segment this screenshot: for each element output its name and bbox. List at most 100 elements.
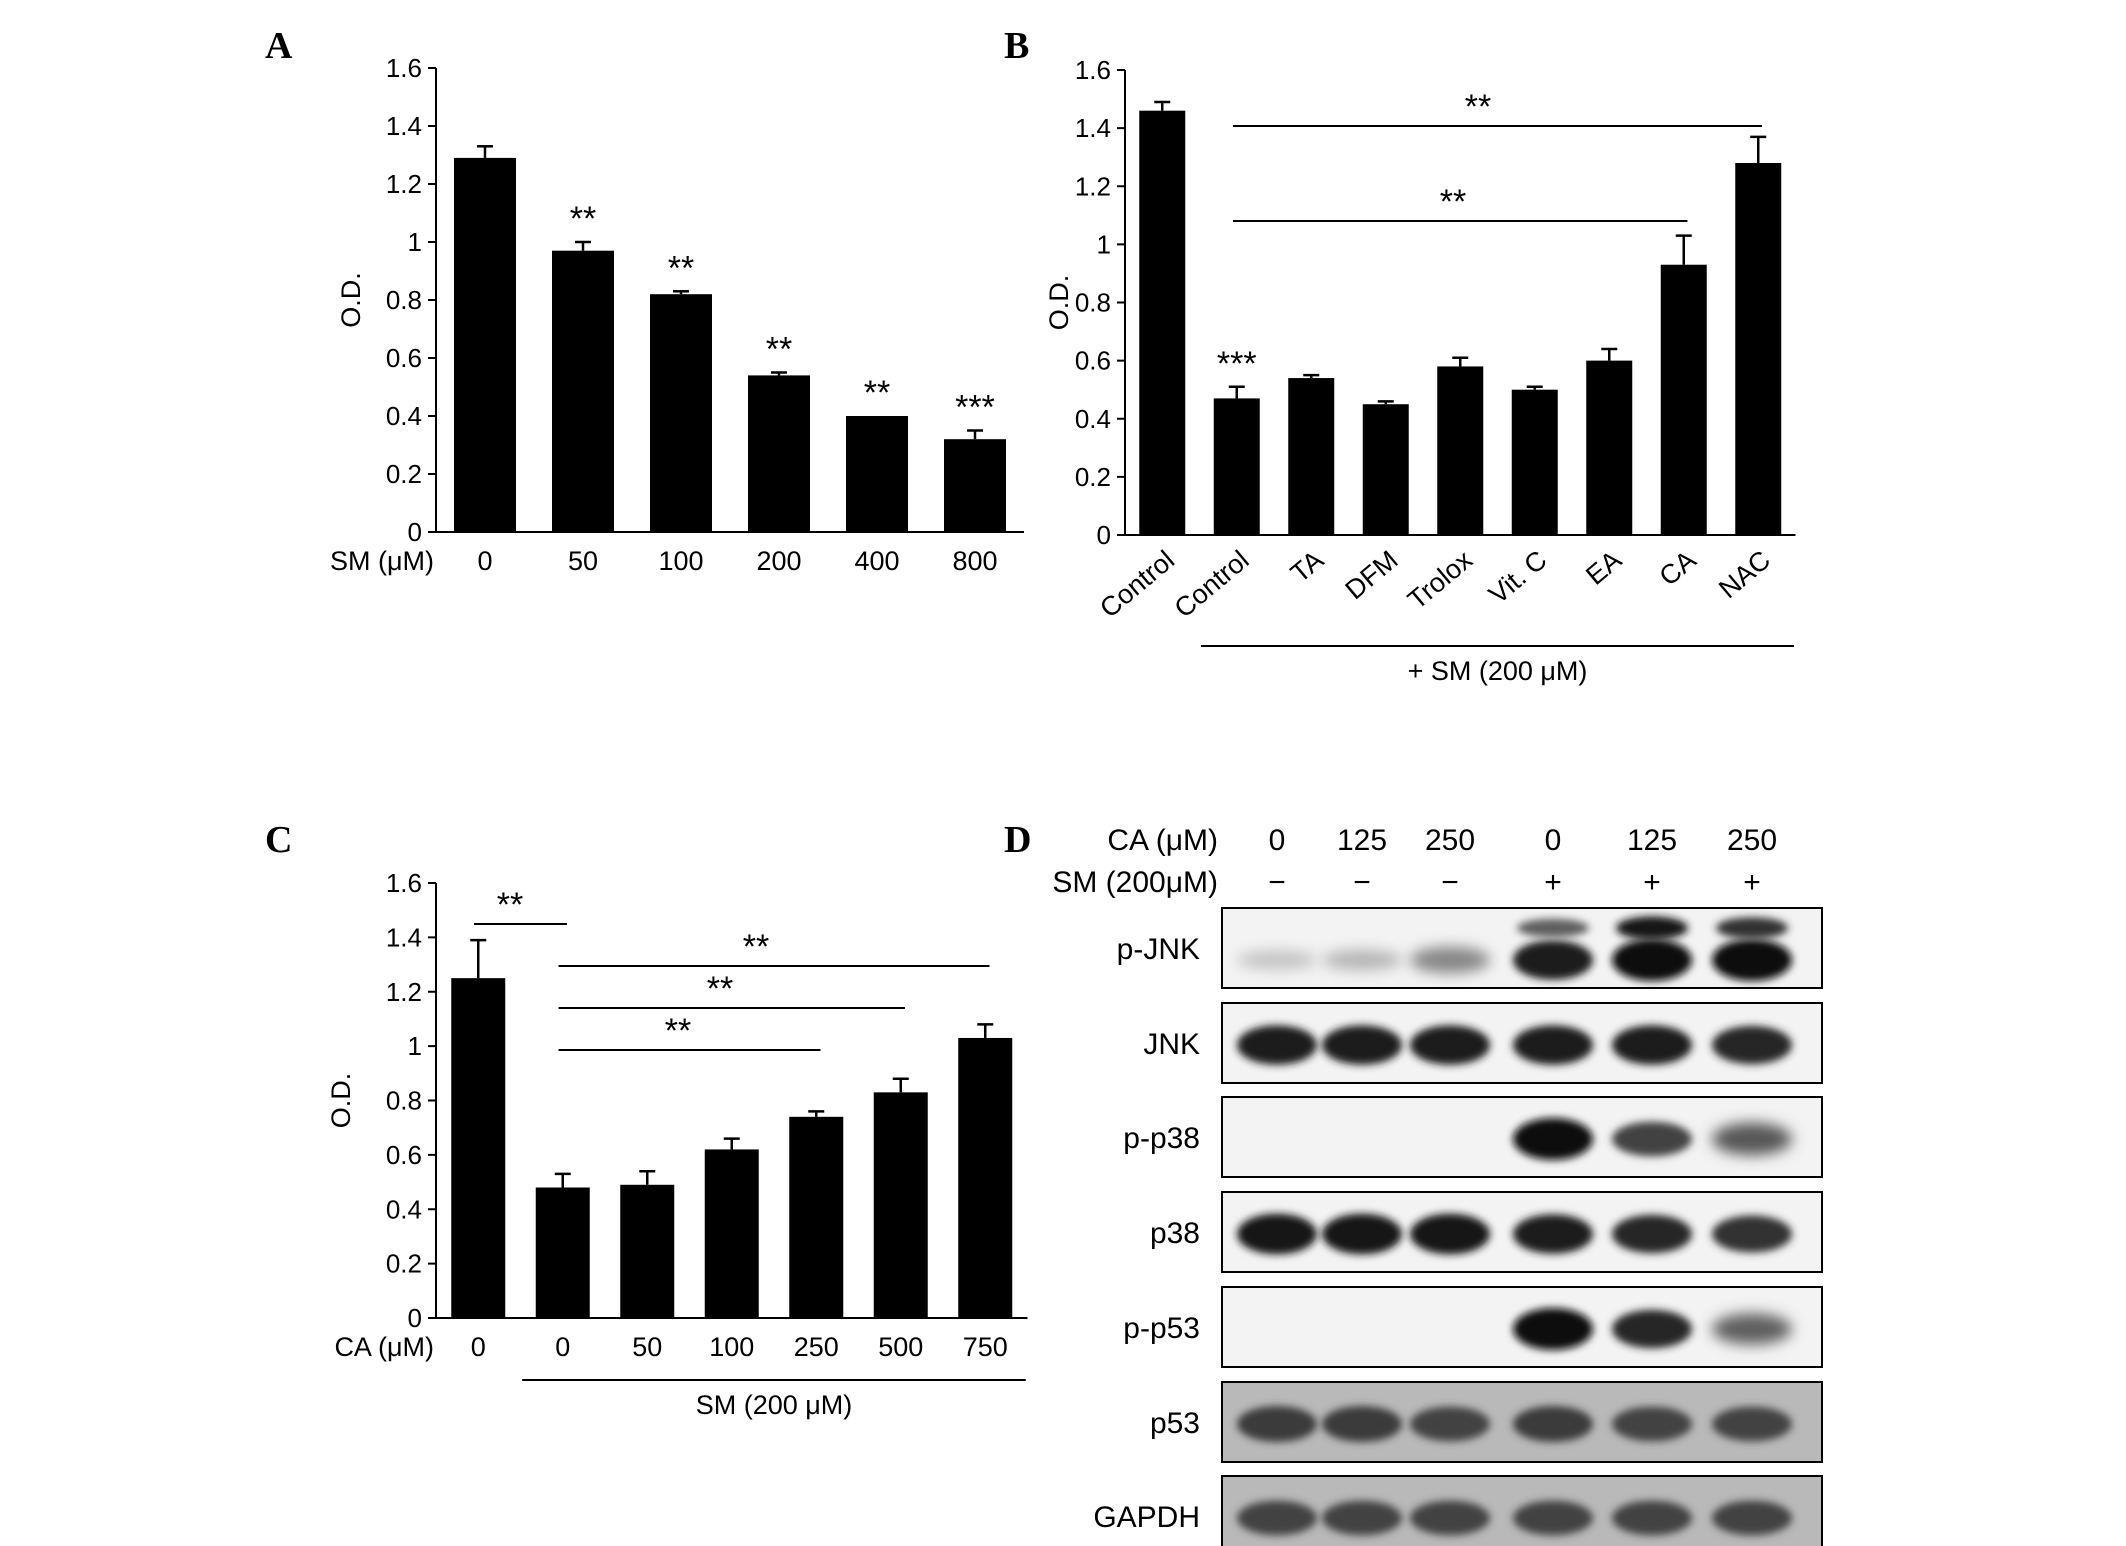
y-axis-label: O.D. — [1044, 275, 1074, 331]
blot-band — [1712, 1500, 1792, 1536]
blot-band — [1322, 949, 1402, 971]
blot-label: p-JNK — [1117, 933, 1200, 966]
x-tick-label: Control — [1094, 545, 1180, 624]
y-tick-label: 0.4 — [386, 1194, 422, 1224]
x-tick-label: 100 — [658, 546, 703, 576]
blot-band — [1322, 1025, 1402, 1065]
significance-marker: ** — [864, 374, 890, 412]
y-tick-label: 1.6 — [386, 53, 422, 83]
bar — [1139, 110, 1186, 535]
y-tick-label: 0.2 — [1075, 462, 1111, 492]
x-tick-label: 800 — [952, 546, 997, 576]
bar — [789, 1116, 844, 1318]
bar — [958, 1037, 1013, 1318]
lane-header-value: − — [1353, 866, 1371, 899]
blot-band — [1612, 1406, 1692, 1442]
bar — [704, 1149, 759, 1318]
lane-header-value: 250 — [1425, 824, 1475, 857]
comparison-marker: ** — [497, 886, 523, 924]
y-axis-label: O.D. — [326, 1073, 356, 1129]
blot-band — [1322, 1406, 1402, 1442]
significance-marker: ** — [766, 331, 792, 369]
lane-header-value: 250 — [1727, 824, 1777, 857]
comparison-marker: ** — [665, 1012, 691, 1050]
blot-band — [1322, 1213, 1402, 1255]
comparison-marker: ** — [743, 928, 769, 966]
y-tick-label: 1.4 — [386, 922, 422, 952]
bar — [873, 1092, 928, 1318]
y-tick-label: 0 — [408, 517, 422, 547]
lane-header-value: 125 — [1627, 824, 1677, 857]
blot-band — [1237, 1213, 1317, 1255]
blot-label: p-p53 — [1123, 1312, 1200, 1345]
bar — [748, 375, 810, 532]
panel-c-bar-chart: 0 0.2 0.4 0.6 0.8 1 1.2 1.4 1.6 O.D. 0 0 50 100 250 500… — [326, 868, 1028, 1420]
y-tick-label: 0.6 — [1075, 346, 1111, 376]
blot-band — [1237, 1025, 1317, 1065]
lane-header-value: − — [1441, 866, 1459, 899]
x-tick-label: 0 — [555, 1332, 570, 1362]
lane-header-value: − — [1268, 866, 1286, 899]
blot-band — [1237, 1406, 1317, 1442]
blot-band — [1712, 1122, 1792, 1156]
blot-band — [1513, 1214, 1593, 1254]
blot-label: p-p38 — [1123, 1122, 1200, 1155]
blot-band — [1712, 1025, 1792, 1065]
x-tick-label: NAC — [1713, 545, 1776, 605]
y-tick-label: 0.6 — [386, 343, 422, 373]
y-tick-label: 0.4 — [386, 401, 422, 431]
blot-band — [1712, 1406, 1792, 1442]
bar — [535, 1187, 590, 1318]
bar — [944, 439, 1006, 532]
y-tick-label: 0.2 — [386, 1249, 422, 1279]
y-tick-label: 0 — [408, 1303, 422, 1333]
x-tick-label: DFM — [1340, 545, 1404, 606]
y-tick-label: 0.8 — [386, 285, 422, 315]
y-tick-label: 0.2 — [386, 459, 422, 489]
lane-header-value: + — [1544, 866, 1562, 899]
blot-band — [1513, 1308, 1593, 1350]
panel-letter-d: D — [1004, 819, 1031, 861]
bar — [846, 416, 908, 532]
y-tick-label: 1 — [408, 1031, 422, 1061]
bar — [1288, 378, 1335, 535]
y-tick-label: 0 — [1097, 520, 1111, 550]
y-axis-label: O.D. — [336, 272, 366, 328]
bar — [1362, 404, 1409, 535]
bar — [1511, 389, 1558, 535]
significance-marker: ** — [668, 249, 694, 287]
blot-label: JNK — [1143, 1028, 1200, 1061]
significance-marker: *** — [955, 389, 995, 427]
x-axis-label: CA (μM) — [334, 1332, 434, 1362]
x-tick-label: Trolox — [1402, 544, 1478, 615]
blot-band — [1513, 1025, 1593, 1065]
bar — [650, 294, 712, 532]
blot-band — [1712, 1215, 1792, 1253]
blot-band — [1712, 1313, 1792, 1345]
bar — [1437, 366, 1484, 535]
y-tick-label: 1.2 — [386, 977, 422, 1007]
x-tick-label: Control — [1169, 545, 1255, 624]
x-tick-label: 50 — [632, 1332, 662, 1362]
y-tick-label: 1.2 — [1075, 171, 1111, 201]
x-axis-label: SM (μM) — [330, 546, 434, 576]
group-label: SM (200 μM) — [696, 1390, 853, 1420]
x-tick-label: 0 — [477, 546, 492, 576]
x-tick-label: 0 — [471, 1332, 486, 1362]
y-tick-label: 1.6 — [1075, 55, 1111, 85]
blot-upper-band — [1517, 918, 1589, 938]
panel-letter-a: A — [265, 25, 293, 67]
blot-band — [1513, 1500, 1593, 1536]
blot-band — [1410, 1025, 1490, 1065]
group-label: + SM (200 μM) — [1408, 656, 1588, 686]
blot-band — [1712, 939, 1792, 981]
bar — [620, 1184, 675, 1318]
blot-upper-band — [1616, 916, 1688, 940]
blot-band — [1612, 1121, 1692, 1157]
x-tick-label: Vit. C — [1483, 545, 1552, 610]
blot-band — [1513, 1118, 1593, 1160]
blot-band — [1612, 1309, 1692, 1349]
blot-band — [1237, 1500, 1317, 1536]
lane-header-value: + — [1743, 866, 1761, 899]
